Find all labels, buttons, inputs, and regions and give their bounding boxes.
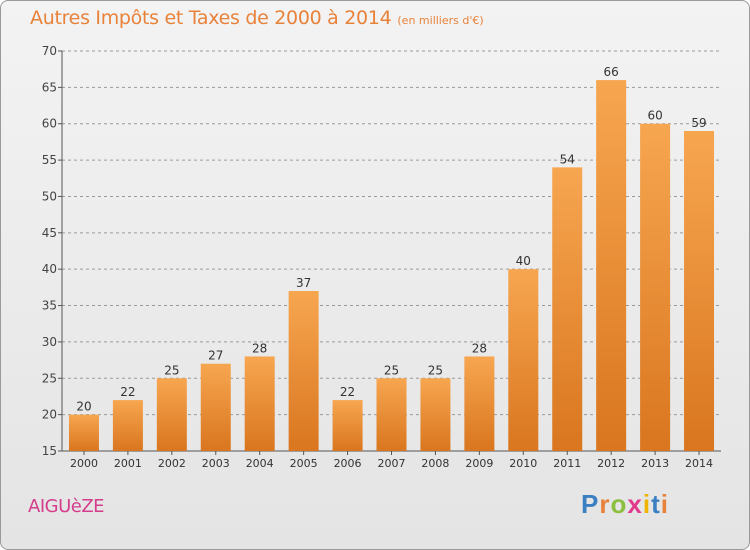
y-tick-label: 70 [42, 44, 57, 58]
y-tick-label: 40 [42, 262, 57, 276]
data-label: 22 [120, 385, 135, 399]
bar [68, 414, 99, 451]
bar [112, 400, 143, 451]
y-tick-label: 35 [42, 299, 57, 313]
x-tick-label: 2002 [158, 457, 186, 470]
data-label: 27 [208, 349, 223, 363]
data-label: 60 [647, 109, 662, 123]
y-tick-label: 25 [42, 371, 57, 385]
data-label: 20 [76, 400, 91, 414]
bar [464, 356, 495, 451]
bars [68, 80, 715, 452]
logo-letter: i [642, 489, 652, 519]
commune-name: AIGUèZE [28, 496, 105, 517]
y-tick-label: 60 [42, 117, 57, 131]
bar [156, 378, 187, 451]
y-tick-label: 65 [42, 80, 57, 94]
data-label: 25 [428, 363, 443, 377]
bar [684, 131, 715, 451]
data-label: 22 [340, 385, 355, 399]
data-label: 25 [384, 363, 399, 377]
y-tick-label: 55 [42, 153, 57, 167]
bar [376, 378, 407, 451]
bar [552, 167, 583, 451]
chart-unit: (en milliers d'€) [397, 14, 484, 27]
data-label: 37 [296, 276, 311, 290]
x-tick-label: 2003 [202, 457, 230, 470]
bar [200, 363, 231, 451]
y-tick-label: 20 [42, 408, 57, 422]
x-tick-label: 2007 [378, 457, 406, 470]
y-tick-label: 50 [42, 189, 57, 203]
x-tick-label: 2000 [70, 457, 98, 470]
data-label: 28 [252, 341, 267, 355]
x-tick-label: 2010 [509, 457, 537, 470]
bar [508, 269, 539, 451]
x-tick-label: 2011 [553, 457, 581, 470]
data-label: 54 [560, 152, 575, 166]
labels: 15 20 25 30 35 40 45 50 55 60 65 70 20 2000 22 2001 25 20… [42, 44, 713, 470]
data-label: 28 [472, 341, 487, 355]
data-label: 66 [604, 65, 619, 79]
bar [420, 378, 451, 451]
x-tick-label: 2001 [114, 457, 142, 470]
x-tick-label: 2012 [597, 457, 625, 470]
proxiti-logo: Proxiti [581, 489, 669, 520]
chart-title: Autres Impôts et Taxes de 2000 à 2014 [30, 7, 392, 29]
x-tick-label: 2014 [685, 457, 713, 470]
logo-letter: x [627, 489, 643, 519]
y-tick-label: 45 [42, 226, 57, 240]
bar [244, 356, 275, 451]
logo-letter: P [581, 489, 600, 519]
x-tick-label: 2005 [290, 457, 318, 470]
y-tick-label: 30 [42, 335, 57, 349]
logo-letter: r [599, 489, 611, 519]
bar [332, 400, 363, 451]
x-tick-label: 2009 [465, 457, 493, 470]
x-tick-label: 2004 [246, 457, 274, 470]
bar [596, 80, 627, 451]
x-tick-label: 2008 [421, 457, 449, 470]
logo-letter: o [610, 489, 628, 519]
logo-letter: t [651, 489, 661, 519]
bar [288, 291, 319, 451]
bar [640, 123, 671, 452]
data-label: 59 [691, 116, 706, 130]
x-tick-label: 2006 [334, 457, 362, 470]
y-tick-label: 15 [42, 444, 57, 458]
data-label: 25 [164, 363, 179, 377]
title-row: Autres Impôts et Taxes de 2000 à 2014 (en… [30, 7, 484, 29]
data-label: 40 [516, 254, 531, 268]
logo-letter: i [660, 489, 669, 519]
x-tick-label: 2013 [641, 457, 669, 470]
